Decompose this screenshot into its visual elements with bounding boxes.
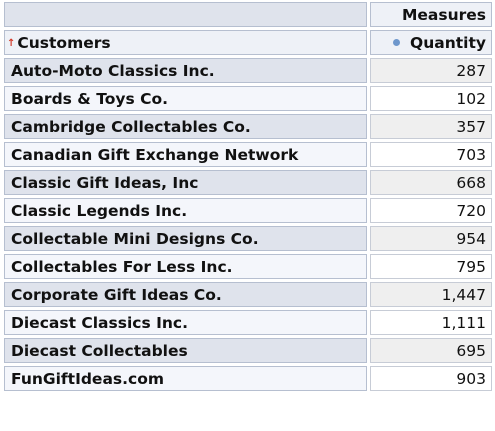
quantity-cell: 903: [370, 366, 492, 391]
measures-header[interactable]: Measures: [370, 2, 492, 27]
quantity-header[interactable]: Quantity: [370, 30, 492, 55]
table-row: Collectables For Less Inc. 795: [4, 254, 492, 279]
table-row: FunGiftIdeas.com 903: [4, 366, 492, 391]
customer-row-label[interactable]: Diecast Classics Inc.: [4, 310, 368, 335]
corner-cell: [4, 2, 368, 27]
table-row: Classic Gift Ideas, Inc 668: [4, 170, 492, 195]
table-row: Canadian Gift Exchange Network 703: [4, 142, 492, 167]
customer-row-label[interactable]: Canadian Gift Exchange Network: [4, 142, 368, 167]
table-row: Collectable Mini Designs Co. 954: [4, 226, 492, 251]
quantity-cell: 668: [370, 170, 492, 195]
customer-row-label[interactable]: Collectables For Less Inc.: [4, 254, 368, 279]
customer-row-label[interactable]: Auto-Moto Classics Inc.: [4, 58, 368, 83]
customer-row-label[interactable]: Cambridge Collectables Co.: [4, 114, 368, 139]
pivot-grid: Measures ↑ Customers Quantity Auto-Moto C…: [1, 0, 495, 394]
header-row-columns: ↑ Customers Quantity: [4, 30, 492, 55]
table-row: Classic Legends Inc. 720: [4, 198, 492, 223]
quantity-header-label: Quantity: [410, 33, 486, 52]
quantity-cell: 1,111: [370, 310, 492, 335]
table-row: Diecast Collectables 695: [4, 338, 492, 363]
table-row: Boards & Toys Co. 102: [4, 86, 492, 111]
table-row: Diecast Classics Inc. 1,111: [4, 310, 492, 335]
header-row-measures: Measures: [4, 2, 492, 27]
quantity-cell: 102: [370, 86, 492, 111]
table-row: Auto-Moto Classics Inc. 287: [4, 58, 492, 83]
sort-up-arrow-icon[interactable]: ↑: [7, 37, 16, 49]
quantity-cell: 795: [370, 254, 492, 279]
customer-row-label[interactable]: Boards & Toys Co.: [4, 86, 368, 111]
customer-row-label[interactable]: Classic Legends Inc.: [4, 198, 368, 223]
customer-row-label[interactable]: FunGiftIdeas.com: [4, 366, 368, 391]
quantity-cell: 720: [370, 198, 492, 223]
measure-dot-icon[interactable]: [393, 38, 401, 46]
quantity-cell: 695: [370, 338, 492, 363]
quantity-cell: 703: [370, 142, 492, 167]
customer-row-label[interactable]: Classic Gift Ideas, Inc: [4, 170, 368, 195]
quantity-cell: 357: [370, 114, 492, 139]
quantity-cell: 954: [370, 226, 492, 251]
customers-header-label: Customers: [17, 33, 111, 52]
quantity-cell: 1,447: [370, 282, 492, 307]
customers-header[interactable]: ↑ Customers: [4, 30, 368, 55]
customer-row-label[interactable]: Collectable Mini Designs Co.: [4, 226, 368, 251]
customer-row-label[interactable]: Diecast Collectables: [4, 338, 368, 363]
table-row: Cambridge Collectables Co. 357: [4, 114, 492, 139]
table-row: Corporate Gift Ideas Co. 1,447: [4, 282, 492, 307]
customer-row-label[interactable]: Corporate Gift Ideas Co.: [4, 282, 368, 307]
quantity-cell: 287: [370, 58, 492, 83]
